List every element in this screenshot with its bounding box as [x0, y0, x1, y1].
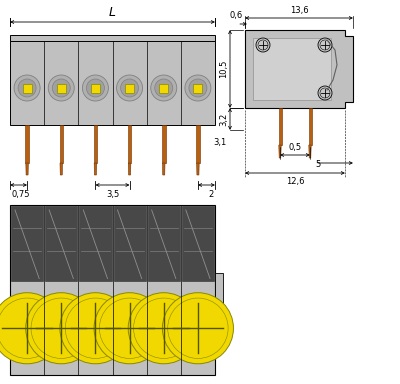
- Polygon shape: [309, 145, 311, 158]
- Circle shape: [185, 75, 211, 101]
- Text: 0,5: 0,5: [288, 143, 302, 152]
- Text: 3,2: 3,2: [219, 113, 228, 126]
- Circle shape: [0, 293, 63, 364]
- Circle shape: [86, 79, 104, 97]
- Bar: [148, 206, 180, 280]
- Bar: [10, 35, 215, 41]
- Circle shape: [128, 293, 199, 364]
- Bar: [10, 41, 215, 125]
- Bar: [128, 125, 131, 163]
- Bar: [308, 108, 312, 145]
- Bar: [11, 206, 43, 280]
- Bar: [57, 83, 66, 93]
- Circle shape: [120, 79, 138, 97]
- Bar: [196, 125, 200, 163]
- Text: 5: 5: [315, 160, 320, 169]
- Circle shape: [60, 293, 131, 364]
- Circle shape: [18, 79, 36, 97]
- Text: L: L: [109, 6, 116, 19]
- Bar: [125, 83, 134, 93]
- Polygon shape: [128, 163, 131, 175]
- Text: 0,6: 0,6: [230, 11, 243, 20]
- Bar: [25, 125, 29, 163]
- Bar: [114, 206, 146, 280]
- Circle shape: [318, 38, 332, 52]
- Circle shape: [151, 75, 177, 101]
- Circle shape: [48, 75, 74, 101]
- Circle shape: [256, 38, 270, 52]
- Circle shape: [52, 79, 70, 97]
- Text: 0,75: 0,75: [11, 190, 30, 199]
- Bar: [22, 83, 32, 93]
- Circle shape: [155, 79, 173, 97]
- Bar: [182, 206, 214, 280]
- Polygon shape: [26, 163, 28, 175]
- Text: 2: 2: [209, 190, 214, 199]
- Bar: [162, 125, 166, 163]
- Bar: [45, 206, 77, 280]
- Text: 12,6: 12,6: [286, 177, 304, 186]
- Bar: [60, 125, 63, 163]
- Bar: [159, 83, 168, 93]
- Text: 3,1: 3,1: [214, 138, 227, 147]
- Bar: [94, 125, 97, 163]
- Circle shape: [162, 293, 234, 364]
- Text: 13,6: 13,6: [290, 6, 308, 15]
- Circle shape: [14, 75, 40, 101]
- Text: 10,5: 10,5: [219, 60, 228, 78]
- Circle shape: [26, 293, 97, 364]
- Text: 3,5: 3,5: [106, 190, 119, 199]
- Polygon shape: [279, 145, 281, 158]
- Polygon shape: [162, 163, 165, 175]
- Bar: [91, 83, 100, 93]
- Polygon shape: [94, 163, 97, 175]
- Circle shape: [116, 75, 142, 101]
- Bar: [194, 83, 202, 93]
- Bar: [215, 273, 223, 307]
- Circle shape: [318, 86, 332, 100]
- Bar: [278, 108, 282, 145]
- Bar: [10, 205, 215, 375]
- Polygon shape: [197, 163, 199, 175]
- Circle shape: [94, 293, 165, 364]
- Bar: [79, 206, 112, 280]
- Circle shape: [189, 79, 207, 97]
- Bar: [253, 38, 331, 100]
- Polygon shape: [60, 163, 62, 175]
- Circle shape: [82, 75, 108, 101]
- Polygon shape: [245, 30, 353, 108]
